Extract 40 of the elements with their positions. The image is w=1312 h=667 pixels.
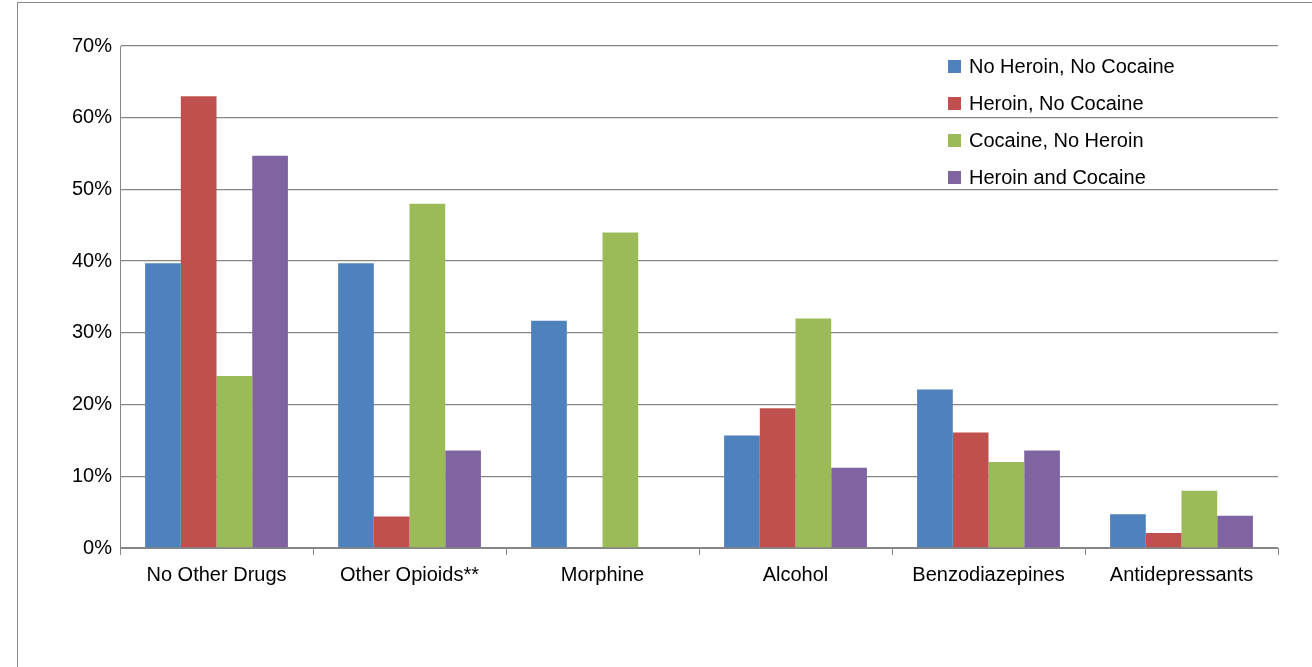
legend-label: No Heroin, No Cocaine bbox=[969, 55, 1175, 77]
x-tick-label: Alcohol bbox=[762, 562, 829, 585]
bar bbox=[917, 389, 953, 548]
y-tick-label: 20% bbox=[72, 392, 113, 415]
bar bbox=[445, 450, 481, 548]
y-tick-label: 10% bbox=[72, 463, 113, 486]
bar bbox=[1145, 532, 1182, 548]
bar bbox=[373, 516, 410, 548]
bar bbox=[1024, 450, 1060, 548]
y-tick-label: 70% bbox=[72, 33, 113, 56]
bar bbox=[180, 96, 217, 548]
bar bbox=[831, 467, 867, 548]
bar bbox=[531, 320, 567, 548]
bar bbox=[145, 263, 181, 548]
bar bbox=[724, 435, 760, 548]
bar bbox=[338, 263, 374, 548]
bar bbox=[1110, 514, 1146, 548]
x-tick-label: Benzodiazepines bbox=[912, 562, 1065, 585]
y-tick-label: 50% bbox=[72, 176, 113, 199]
bar bbox=[952, 432, 989, 548]
legend-label: Heroin, No Cocaine bbox=[969, 92, 1144, 114]
bar bbox=[409, 203, 446, 548]
bar bbox=[795, 318, 832, 548]
legend-label: Heroin and Cocaine bbox=[969, 166, 1146, 188]
bar bbox=[252, 155, 288, 548]
y-tick-label: 0% bbox=[83, 535, 113, 558]
bar bbox=[216, 375, 253, 548]
bar bbox=[759, 408, 796, 548]
bar bbox=[1181, 490, 1218, 548]
y-tick-label: 30% bbox=[72, 320, 113, 343]
bar bbox=[1217, 515, 1253, 548]
y-tick-label: 60% bbox=[72, 105, 113, 128]
bar bbox=[602, 232, 639, 548]
x-tick-label: Morphine bbox=[560, 562, 645, 585]
y-tick-label: 40% bbox=[72, 248, 113, 271]
x-tick-label: Antidepressants bbox=[1109, 562, 1254, 585]
bar bbox=[988, 461, 1025, 548]
legend-label: Cocaine, No Heroin bbox=[969, 129, 1144, 151]
x-tick-label: Other Opioids** bbox=[340, 562, 480, 585]
x-tick-label: No Other Drugs bbox=[146, 562, 287, 585]
